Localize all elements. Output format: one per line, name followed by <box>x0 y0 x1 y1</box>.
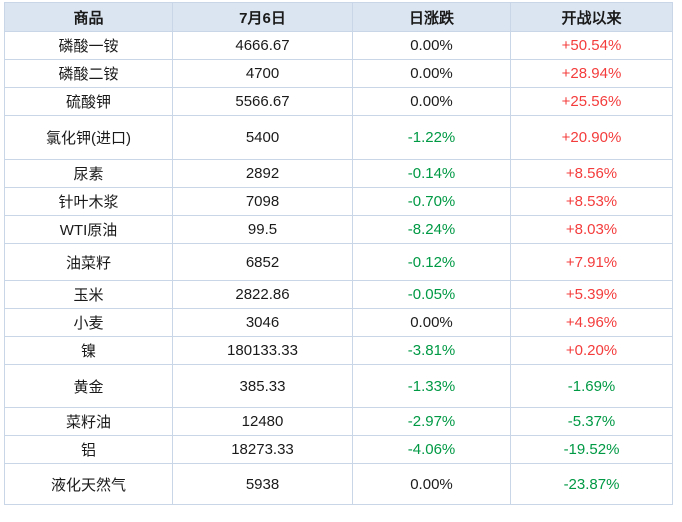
daily-change-cell: -0.14% <box>352 159 511 188</box>
daily-change-cell: -1.33% <box>352 364 511 408</box>
price-cell: 4700 <box>172 59 353 88</box>
since-war-change-cell: +4.96% <box>510 308 673 337</box>
table-row: 针叶木浆 7098 -0.70% +8.53% <box>4 187 673 216</box>
price-cell: 5938 <box>172 463 353 505</box>
commodity-name-cell: WTI原油 <box>4 215 173 244</box>
price-cell: 2892 <box>172 159 353 188</box>
price-cell: 180133.33 <box>172 336 353 365</box>
price-cell: 2822.86 <box>172 280 353 309</box>
column-header-commodity: 商品 <box>4 2 173 32</box>
table-row: WTI原油 99.5 -8.24% +8.03% <box>4 215 673 244</box>
table-header: 商品 7月6日 日涨跌 开战以来 <box>4 2 673 32</box>
daily-change-cell: 0.00% <box>352 31 511 60</box>
table-body: 磷酸一铵 4666.67 0.00% +50.54% 磷酸二铵 4700 0.0… <box>4 31 673 505</box>
since-war-change-cell: +50.54% <box>510 31 673 60</box>
commodity-name-cell: 黄金 <box>4 364 173 408</box>
table-row: 尿素 2892 -0.14% +8.56% <box>4 159 673 188</box>
daily-change-cell: -3.81% <box>352 336 511 365</box>
daily-change-cell: -2.97% <box>352 407 511 436</box>
price-cell: 18273.33 <box>172 435 353 464</box>
since-war-change-cell: +8.03% <box>510 215 673 244</box>
commodity-name-cell: 尿素 <box>4 159 173 188</box>
daily-change-cell: -8.24% <box>352 215 511 244</box>
commodity-name-cell: 小麦 <box>4 308 173 337</box>
column-header-daily-change: 日涨跌 <box>352 2 511 32</box>
since-war-change-cell: -1.69% <box>510 364 673 408</box>
column-header-date-price: 7月6日 <box>172 2 353 32</box>
since-war-change-cell: +8.53% <box>510 187 673 216</box>
commodity-name-cell: 铝 <box>4 435 173 464</box>
price-cell: 5400 <box>172 115 353 160</box>
daily-change-cell: -0.12% <box>352 243 511 281</box>
commodity-name-cell: 硫酸钾 <box>4 87 173 116</box>
commodity-name-cell: 液化天然气 <box>4 463 173 505</box>
since-war-change-cell: -23.87% <box>510 463 673 505</box>
table-row: 黄金 385.33 -1.33% -1.69% <box>4 364 673 408</box>
commodity-name-cell: 玉米 <box>4 280 173 309</box>
since-war-change-cell: -5.37% <box>510 407 673 436</box>
since-war-change-cell: +0.20% <box>510 336 673 365</box>
since-war-change-cell: +7.91% <box>510 243 673 281</box>
daily-change-cell: 0.00% <box>352 59 511 88</box>
price-cell: 3046 <box>172 308 353 337</box>
daily-change-cell: 0.00% <box>352 463 511 505</box>
commodity-name-cell: 磷酸二铵 <box>4 59 173 88</box>
table-row: 玉米 2822.86 -0.05% +5.39% <box>4 280 673 309</box>
table-row: 镍 180133.33 -3.81% +0.20% <box>4 336 673 365</box>
table-row: 磷酸二铵 4700 0.00% +28.94% <box>4 59 673 88</box>
price-cell: 6852 <box>172 243 353 281</box>
table-row: 小麦 3046 0.00% +4.96% <box>4 308 673 337</box>
table-row: 菜籽油 12480 -2.97% -5.37% <box>4 407 673 436</box>
daily-change-cell: -1.22% <box>352 115 511 160</box>
daily-change-cell: 0.00% <box>352 308 511 337</box>
table-row: 磷酸一铵 4666.67 0.00% +50.54% <box>4 31 673 60</box>
commodity-name-cell: 针叶木浆 <box>4 187 173 216</box>
price-cell: 99.5 <box>172 215 353 244</box>
table-row: 油菜籽 6852 -0.12% +7.91% <box>4 243 673 281</box>
commodity-name-cell: 菜籽油 <box>4 407 173 436</box>
since-war-change-cell: +20.90% <box>510 115 673 160</box>
price-cell: 4666.67 <box>172 31 353 60</box>
since-war-change-cell: -19.52% <box>510 435 673 464</box>
commodity-name-cell: 镍 <box>4 336 173 365</box>
daily-change-cell: -0.70% <box>352 187 511 216</box>
price-cell: 5566.67 <box>172 87 353 116</box>
since-war-change-cell: +5.39% <box>510 280 673 309</box>
header-row: 商品 7月6日 日涨跌 开战以来 <box>4 2 673 32</box>
since-war-change-cell: +8.56% <box>510 159 673 188</box>
daily-change-cell: -0.05% <box>352 280 511 309</box>
table-row: 液化天然气 5938 0.00% -23.87% <box>4 463 673 505</box>
daily-change-cell: -4.06% <box>352 435 511 464</box>
commodity-name-cell: 磷酸一铵 <box>4 31 173 60</box>
commodity-name-cell: 油菜籽 <box>4 243 173 281</box>
commodity-table: 商品 7月6日 日涨跌 开战以来 磷酸一铵 4666.67 0.00% +50.… <box>4 2 673 505</box>
price-cell: 12480 <box>172 407 353 436</box>
price-cell: 7098 <box>172 187 353 216</box>
since-war-change-cell: +25.56% <box>510 87 673 116</box>
table-row: 硫酸钾 5566.67 0.00% +25.56% <box>4 87 673 116</box>
column-header-since-war: 开战以来 <box>510 2 673 32</box>
since-war-change-cell: +28.94% <box>510 59 673 88</box>
table-row: 氯化钾(进口) 5400 -1.22% +20.90% <box>4 115 673 160</box>
price-cell: 385.33 <box>172 364 353 408</box>
daily-change-cell: 0.00% <box>352 87 511 116</box>
commodity-price-table: 商品 7月6日 日涨跌 开战以来 磷酸一铵 4666.67 0.00% +50.… <box>4 2 673 505</box>
commodity-name-cell: 氯化钾(进口) <box>4 115 173 160</box>
table-row: 铝 18273.33 -4.06% -19.52% <box>4 435 673 464</box>
